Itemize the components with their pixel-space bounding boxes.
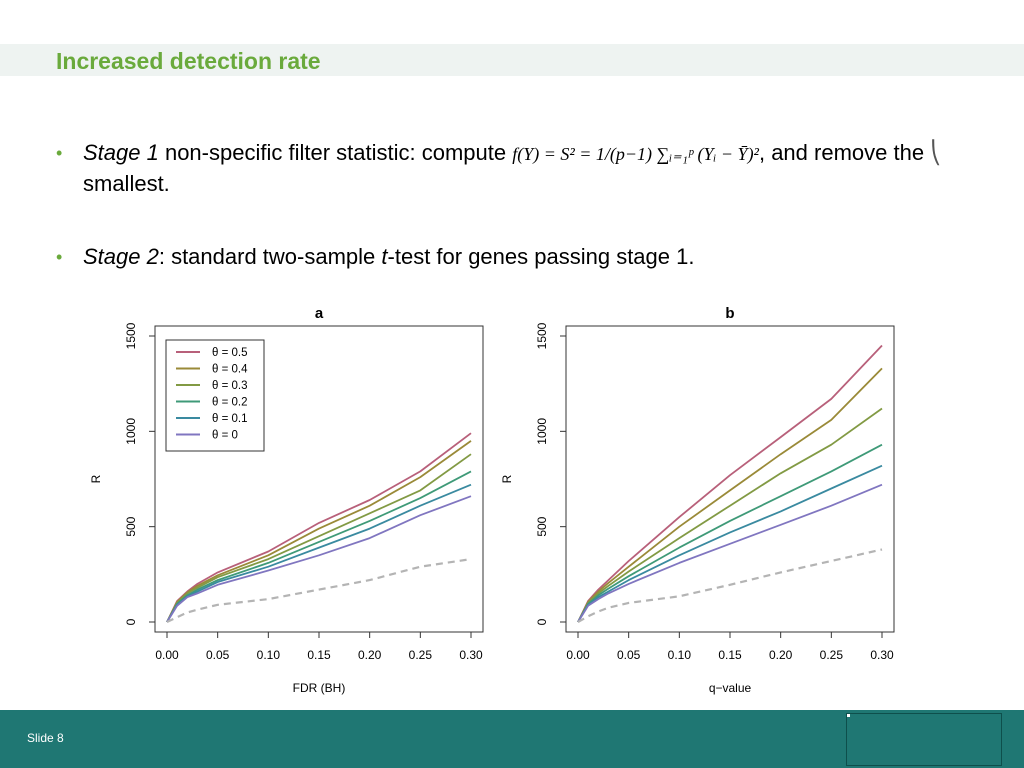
x-tick-label: 0.05 (617, 648, 641, 662)
legend-label: θ = 0.1 (212, 413, 248, 425)
variance-formula: f(Y) = S² = 1/(p−1) ∑ᵢ₌₁ᵖ (Yᵢ − Ȳ)² (512, 144, 759, 164)
title-bar (0, 44, 1024, 76)
stage-1-text-b: , and remove the (758, 140, 931, 165)
y-tick-label: 500 (124, 516, 138, 536)
x-tick-label: 0.15 (307, 648, 331, 662)
series-line (166, 495, 472, 623)
x-tick-label: 0.10 (668, 648, 692, 662)
bullet-stage-2: • Stage 2: standard two-sample t-test fo… (56, 242, 956, 272)
x-tick-label: 0.25 (820, 648, 844, 662)
series-line (166, 483, 472, 623)
plot-frame (565, 325, 895, 633)
x-tick-label: 0.20 (358, 648, 382, 662)
y-axis-label: R (500, 474, 514, 483)
x-tick-label: 0.10 (257, 648, 281, 662)
x-tick-label: 0.30 (870, 648, 894, 662)
stage-1-text-c: smallest. (83, 171, 170, 196)
x-tick-label: 0.15 (718, 648, 742, 662)
series-line (577, 344, 883, 623)
x-axis-label: q−value (709, 681, 752, 695)
y-tick-label: 1000 (124, 418, 138, 445)
chart-title: a (315, 305, 324, 322)
y-tick-label: 0 (124, 618, 138, 625)
y-tick-label: 1000 (535, 418, 549, 445)
series-line (577, 407, 883, 623)
chart-b: b 0.00 0.05 0.10 0.15 0.20 0.25 0.30 0 500 1000 150… (500, 305, 895, 695)
x-axis-label: FDR (BH) (293, 681, 346, 695)
legend-label: θ = 0 (212, 430, 238, 442)
y-tick-label: 0 (535, 618, 549, 625)
stage-1-label: Stage 1 (83, 140, 159, 165)
series-line (577, 367, 883, 623)
stage-2-text-a: : standard two-sample (158, 244, 382, 269)
series-line (166, 432, 472, 623)
stage-2-text-b: -test for genes passing stage 1. (387, 244, 695, 269)
series-line (577, 443, 883, 623)
t-test-label: t (381, 244, 388, 269)
bullet-dot-icon: • (56, 143, 63, 163)
y-tick-label: 1500 (535, 322, 549, 349)
legend-label: θ = 0.5 (212, 347, 248, 359)
legend-label: θ = 0.2 (212, 397, 248, 409)
series-line (577, 464, 883, 623)
bullet-dot-icon: • (56, 247, 63, 267)
stage-2-label: Stage 2 (83, 244, 159, 269)
baseline-series-line (166, 558, 472, 623)
legend-label: θ = 0.4 (212, 364, 248, 376)
y-tick-label: 500 (535, 516, 549, 536)
x-tick-label: 0.20 (769, 648, 793, 662)
slide-title: Increased detection rate (56, 48, 321, 74)
y-tick-label: 1500 (124, 322, 138, 349)
legend-box (165, 339, 265, 452)
legend-label: θ = 0.3 (212, 380, 248, 392)
x-tick-label: 0.25 (409, 648, 433, 662)
bullet-stage-1: • Stage 1 non-specific filter statistic:… (56, 138, 956, 199)
baseline-series-line (577, 548, 883, 623)
chart-title: b (725, 305, 734, 322)
stage-1-text-a: non-specific filter statistic: compute (158, 140, 513, 165)
x-tick-label: 0.05 (206, 648, 230, 662)
x-tick-label: 0.00 (566, 648, 590, 662)
series-line (577, 483, 883, 623)
y-axis-label: R (89, 474, 103, 483)
slide-number: Slide 8 (27, 731, 64, 745)
slide-thumbnail[interactable] (846, 713, 1002, 766)
x-tick-label: 0.30 (459, 648, 483, 662)
footer-bar (0, 710, 1024, 768)
x-tick-label: 0.00 (155, 648, 179, 662)
thumbnail-marker (847, 714, 850, 717)
missing-symbol: ⎝ (930, 140, 942, 165)
series-line (166, 453, 472, 623)
bullet-list: • Stage 1 non-specific filter statistic:… (56, 138, 956, 315)
chart-a: a 0.00 0.05 0.10 0.15 0.20 0.25 0.30 0 500 1000 150… (89, 305, 484, 695)
